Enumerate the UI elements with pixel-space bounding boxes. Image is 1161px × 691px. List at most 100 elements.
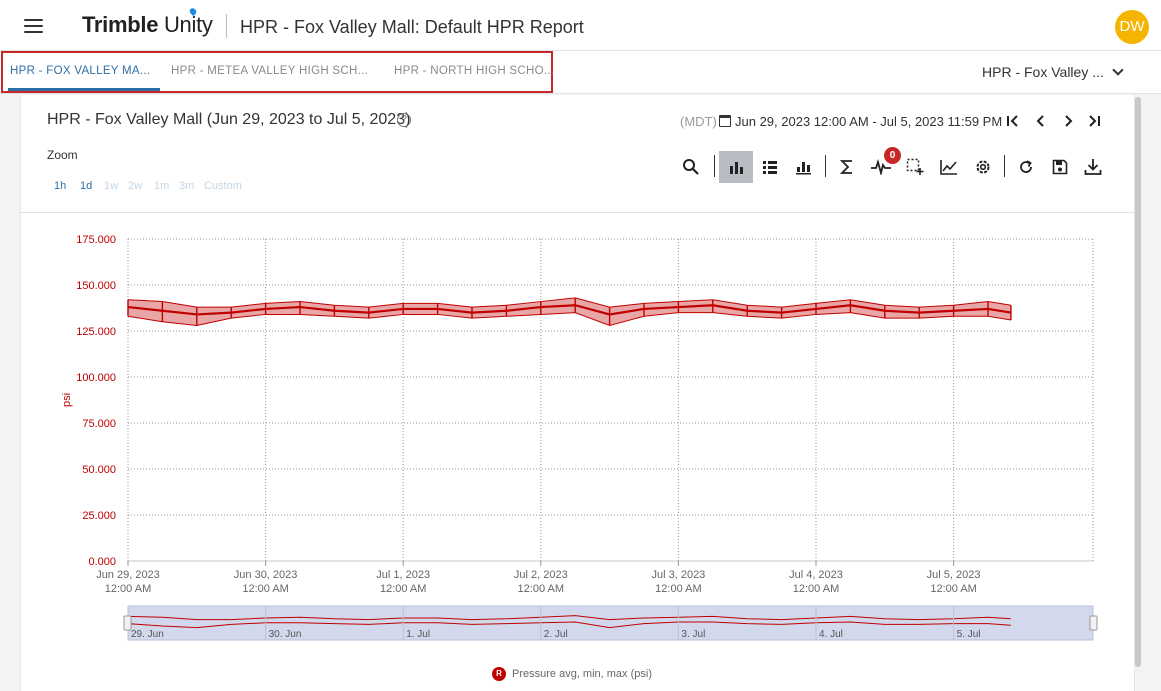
last-page-icon[interactable] <box>1087 113 1101 129</box>
toolbar-separator <box>1004 155 1005 177</box>
top-bar: Trimble Unity HPR - Fox Valley Mall: Def… <box>0 0 1161 51</box>
x-tick-label: Jul 3, 2023 <box>651 569 705 581</box>
y-tick-label: 0.000 <box>88 556 116 568</box>
brand-logo: Trimble Unity <box>82 6 213 38</box>
navigator-right-handle[interactable] <box>1089 615 1098 631</box>
previous-icon[interactable] <box>1034 113 1048 129</box>
y-axis-label: psi <box>61 393 73 407</box>
chart-legend[interactable]: R Pressure avg, min, max (psi) <box>492 667 652 681</box>
navigator-label: 2. Jul <box>544 629 568 640</box>
stacked-bar-icon <box>796 162 811 175</box>
next-icon[interactable] <box>1061 113 1075 129</box>
search-icon <box>683 159 699 175</box>
x-tick-label: Jul 4, 2023 <box>789 569 843 581</box>
zoom-custom[interactable]: Custom <box>204 180 242 192</box>
brand-bold: Trimble <box>82 12 159 37</box>
brand-separator <box>226 14 227 38</box>
navigator-label: 29. Jun <box>131 629 164 640</box>
navigator-left-handle[interactable] <box>123 615 132 631</box>
y-tick-label: 25.000 <box>82 510 116 522</box>
alert-count-badge: 0 <box>884 147 901 164</box>
navigator-label: 3. Jul <box>681 629 705 640</box>
zoom-2w[interactable]: 2w <box>128 180 143 192</box>
vertical-scrollbar[interactable] <box>1135 97 1141 667</box>
x-tick-label: 12:00 AM <box>930 583 976 595</box>
zoom-1d[interactable]: 1d <box>80 180 93 192</box>
help-icon[interactable]: ? <box>397 113 411 127</box>
waveform-icon <box>871 159 891 175</box>
x-tick-label: Jun 29, 2023 <box>96 569 160 581</box>
y-tick-label: 175.000 <box>76 234 116 246</box>
list-icon <box>763 161 777 174</box>
toolbar-separator <box>825 155 826 177</box>
x-tick-label: Jul 1, 2023 <box>376 569 430 581</box>
x-tick-label: Jun 30, 2023 <box>234 569 298 581</box>
brand-light: Unity <box>158 12 213 37</box>
download-button[interactable] <box>1078 152 1108 182</box>
save-button[interactable] <box>1045 152 1075 182</box>
zoom-1m[interactable]: 1m <box>154 180 170 192</box>
first-page-icon[interactable] <box>1006 113 1020 129</box>
bar-chart-button[interactable] <box>719 151 753 183</box>
x-tick-label: 12:00 AM <box>105 583 151 595</box>
line-chart-button[interactable] <box>934 152 964 182</box>
report-tabs-bar: HPR - FOX VALLEY MA... HPR - METEA VALLE… <box>0 51 1161 94</box>
chart-title: HPR - Fox Valley Mall (Jun 29, 2023 to J… <box>47 111 411 128</box>
navigator-max-line <box>127 615 1011 621</box>
select-region-button[interactable] <box>900 152 930 182</box>
navigator-min-line <box>127 621 1011 629</box>
avatar[interactable]: DW <box>1115 10 1149 44</box>
select-region-icon <box>906 158 924 175</box>
navigator-label: 4. Jul <box>819 629 843 640</box>
zoom-label: Zoom <box>47 148 78 162</box>
x-tick-label: Jul 5, 2023 <box>927 569 981 581</box>
line-chart-icon <box>940 160 957 175</box>
chart-panel <box>20 95 1135 691</box>
legend-series-label: Pressure avg, min, max (psi) <box>512 667 652 680</box>
zoom-3m[interactable]: 3m <box>179 180 195 192</box>
navigator-label: 30. Jun <box>269 629 302 640</box>
sigma-button[interactable] <box>832 152 862 182</box>
report-select-dropdown[interactable]: HPR - Fox Valley ... <box>982 64 1124 80</box>
calendar-icon[interactable] <box>719 115 731 127</box>
navigator-label: 5. Jul <box>957 629 981 640</box>
panel-divider <box>20 212 1135 213</box>
x-tick-label: 12:00 AM <box>793 583 839 595</box>
y-tick-label: 50.000 <box>82 464 116 476</box>
legend-series-badge: R <box>492 667 506 681</box>
refresh-icon <box>1020 160 1032 173</box>
search-button[interactable] <box>676 152 706 182</box>
refresh-button[interactable] <box>1011 152 1041 182</box>
active-tab-underline <box>8 88 160 91</box>
x-tick-label: 12:00 AM <box>655 583 701 595</box>
x-tick-label: 12:00 AM <box>242 583 288 595</box>
x-tick-label: 12:00 AM <box>518 583 564 595</box>
y-tick-label: 125.000 <box>76 326 116 338</box>
x-tick-label: 12:00 AM <box>380 583 426 595</box>
zoom-1h[interactable]: 1h <box>54 180 67 192</box>
bar-chart-icon <box>730 162 743 174</box>
settings-button[interactable] <box>968 152 998 182</box>
report-select-value: HPR - Fox Valley ... <box>982 64 1104 80</box>
tab-fox-valley[interactable]: HPR - FOX VALLEY MA... <box>10 65 151 77</box>
series-range-band <box>128 297 1011 326</box>
navigator-label: 1. Jul <box>406 629 430 640</box>
save-icon <box>1052 159 1068 175</box>
date-range[interactable]: Jun 29, 2023 12:00 AM - Jul 5, 2023 11:5… <box>735 114 1003 129</box>
menu-icon[interactable] <box>24 19 43 33</box>
y-tick-label: 100.000 <box>76 372 116 384</box>
y-tick-label: 150.000 <box>76 280 116 292</box>
sigma-icon <box>840 160 852 174</box>
timezone-label: (MDT) <box>680 114 717 129</box>
x-tick-label: Jul 2, 2023 <box>514 569 568 581</box>
tab-north-high[interactable]: HPR - NORTH HIGH SCHO... <box>394 65 555 77</box>
tab-metea-valley[interactable]: HPR - METEA VALLEY HIGH SCH... <box>171 65 369 77</box>
stacked-bar-button[interactable] <box>788 152 818 182</box>
alerts-button[interactable] <box>866 152 896 182</box>
list-view-button[interactable] <box>755 152 785 182</box>
tabs-highlight-box <box>1 51 553 93</box>
settings-icon <box>976 160 990 174</box>
download-icon <box>1084 159 1102 175</box>
zoom-1w[interactable]: 1w <box>104 180 119 192</box>
